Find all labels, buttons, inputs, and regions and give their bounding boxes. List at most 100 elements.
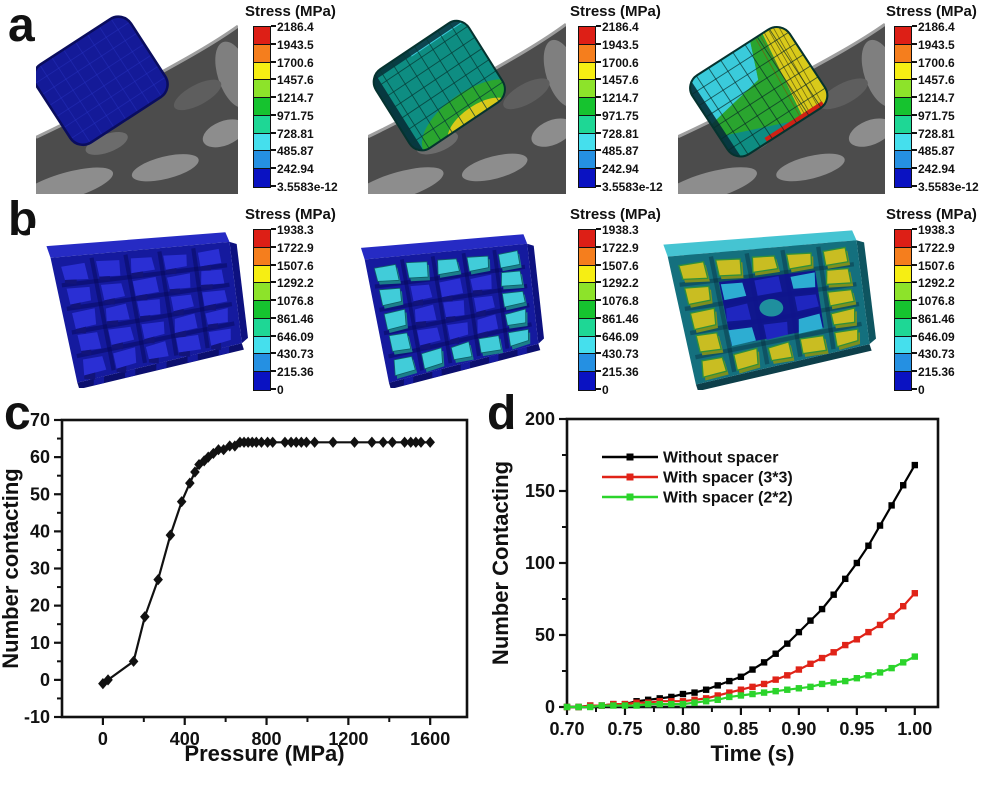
colorbar-tick xyxy=(596,281,601,284)
contact-stress-red xyxy=(764,101,825,143)
mesh-line xyxy=(409,81,504,145)
bump-notch xyxy=(64,279,77,285)
data-point xyxy=(714,692,721,699)
panel-label-d: d xyxy=(487,387,517,440)
data-point xyxy=(795,628,803,636)
bump-foot xyxy=(93,376,105,386)
colorbar-tick xyxy=(596,78,601,81)
bump xyxy=(113,347,137,369)
bump-contacting xyxy=(383,308,407,331)
data-point xyxy=(830,679,837,686)
x-tick-label: 0.75 xyxy=(607,719,642,739)
colorbar-segment xyxy=(254,62,270,81)
colorbar-tick xyxy=(912,96,917,99)
y-tick-label: 0 xyxy=(545,697,555,717)
colorbar-tick-label: 1214.7 xyxy=(918,91,955,106)
mesh-line xyxy=(379,69,430,149)
colorbar-segment xyxy=(895,151,911,170)
data-point xyxy=(416,436,426,448)
rock-patch xyxy=(543,39,566,107)
colorbar-tick xyxy=(596,167,601,170)
colorbar-tick xyxy=(912,281,917,284)
bump-notch xyxy=(81,349,92,356)
pressure-contact-chart: 0 400 800 1200 1600 -10 0 10 20 30 40 50 60 70 Pressur… xyxy=(0,410,469,766)
plate-groove xyxy=(816,246,836,350)
data-point xyxy=(888,613,895,620)
stress-colorbar-a3: Stress (MPa) 2186.4 1943.5 1700.6 1457.6 1214… xyxy=(886,2,991,196)
colorbar-segment xyxy=(579,283,595,302)
bump-flattened xyxy=(701,356,728,379)
plate-groove xyxy=(379,283,528,312)
rock-patch xyxy=(861,39,885,107)
colorbar-tick-label: 1507.6 xyxy=(277,258,314,273)
bump-contacting xyxy=(393,356,416,377)
colorbar-segment xyxy=(254,169,270,187)
bump-block xyxy=(36,14,174,151)
colorbar-tick xyxy=(912,25,917,27)
stress-colorbar-b1: Stress (MPa) 1938.3 1722.9 1507.6 1292.2 1076… xyxy=(245,205,351,399)
y-axis-title: Number contacting xyxy=(0,468,23,668)
colorbar-tick xyxy=(271,334,276,337)
mesh-line xyxy=(388,48,483,112)
mesh-line xyxy=(36,21,131,84)
rock-patch xyxy=(173,79,222,111)
bump-notch xyxy=(420,342,431,350)
data-point xyxy=(103,674,113,686)
colorbar-segment xyxy=(895,133,911,152)
colorbar-tick-label: 1457.6 xyxy=(277,73,314,88)
colorbar-tick-label: 215.36 xyxy=(918,365,955,380)
data-point xyxy=(176,496,187,508)
colorbar-tick xyxy=(912,42,917,45)
colorbar-segment xyxy=(895,354,911,373)
colorbar-tick-label: 971.75 xyxy=(277,108,314,123)
data-point xyxy=(128,655,139,667)
rock-patch xyxy=(215,41,238,108)
fea-render-array-mid-load xyxy=(346,230,544,388)
colorbar-tick xyxy=(912,131,917,134)
plate-groove xyxy=(89,257,116,371)
data-point xyxy=(349,436,360,448)
colorbar-tick-label: 728.81 xyxy=(918,126,955,141)
data-point xyxy=(714,682,721,689)
bump-contacting xyxy=(373,263,400,282)
data-point xyxy=(668,693,675,701)
y-tick-label: 60 xyxy=(30,447,50,467)
mesh-line xyxy=(708,67,761,148)
data-point xyxy=(772,650,779,657)
colorbar-tick-label: 215.36 xyxy=(277,365,314,380)
data-point xyxy=(387,436,398,448)
mesh-line xyxy=(41,32,138,96)
bump xyxy=(72,308,97,330)
colorbar-tick-label: 1700.6 xyxy=(277,55,314,70)
data-point xyxy=(784,672,791,679)
mesh-line xyxy=(768,28,822,109)
plate-groove xyxy=(66,282,230,311)
data-point xyxy=(784,640,791,647)
rock-patch xyxy=(131,154,199,182)
bump-flattened xyxy=(732,347,759,372)
bump-foot xyxy=(432,369,442,378)
colorbar-tick-label: 1507.6 xyxy=(918,258,955,273)
data-point xyxy=(900,482,907,489)
bump-flattened xyxy=(689,307,717,331)
colorbar-tick-label: 2186.4 xyxy=(602,20,639,34)
y-tick-label: 50 xyxy=(30,484,50,504)
y-tick-label: -10 xyxy=(24,707,50,727)
bump-notch xyxy=(116,365,127,373)
colorbar-gradient xyxy=(578,26,596,188)
bump-notch xyxy=(144,336,155,344)
colorbar-tick xyxy=(596,263,601,266)
mesh-line xyxy=(110,18,162,97)
colorbar-tick-label: 1076.8 xyxy=(602,294,639,309)
contact-stress-green xyxy=(711,33,804,137)
plate-groove xyxy=(430,255,453,364)
bump xyxy=(205,308,228,325)
bump-notch xyxy=(165,268,177,275)
colorbar-tick-label: 430.73 xyxy=(602,347,639,362)
colorbar-tick xyxy=(596,299,601,302)
colorbar-segment xyxy=(895,336,911,355)
data-point xyxy=(818,605,826,613)
bump-flattened xyxy=(799,334,828,355)
mesh-line xyxy=(49,43,145,107)
